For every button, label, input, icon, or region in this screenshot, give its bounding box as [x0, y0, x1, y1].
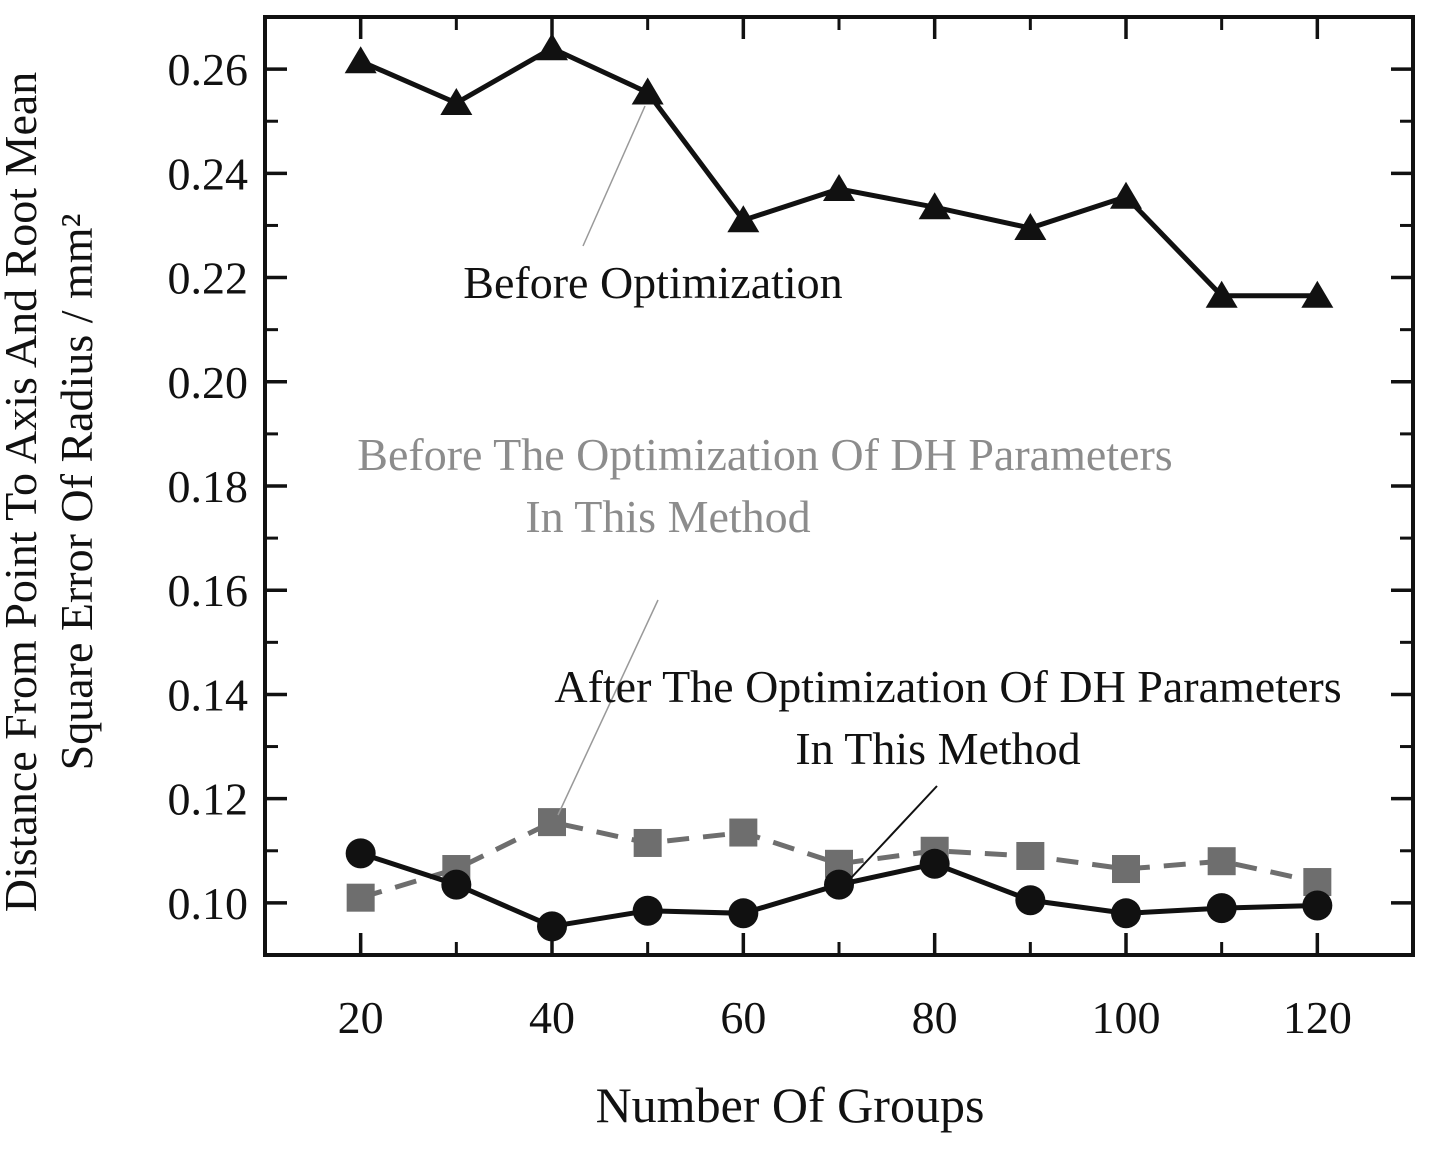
y-tick-label: 0.22	[168, 253, 249, 304]
leader-line-before-dh	[557, 599, 659, 816]
axis-tick-labels: 20 40 60 80 100 120 0.10 0.12 0.14 0.16 0.18 0.20 0.…	[168, 44, 1352, 1043]
y-axis-title-line1: Distance From Point To Axis And Root Mea…	[0, 72, 46, 913]
annotation-after-dh-line1: After The Optimization Of DH Parameters	[554, 661, 1341, 712]
marker-square	[1016, 841, 1045, 870]
x-tick-label: 60	[720, 992, 766, 1043]
marker-triangle	[536, 33, 568, 61]
marker-triangle	[727, 205, 760, 233]
y-tick-label: 0.10	[168, 878, 249, 929]
marker-triangle	[344, 46, 377, 74]
y-tick-label: 0.26	[168, 44, 249, 95]
y-tick-label: 0.14	[168, 669, 249, 720]
marker-circle	[919, 848, 950, 879]
marker-triangle	[823, 173, 855, 201]
marker-circle	[632, 895, 663, 926]
y-axis-title-line2: Square Error Of Radius / mm²	[51, 214, 102, 771]
x-tick-label: 40	[529, 992, 575, 1043]
marker-square	[1207, 847, 1236, 876]
marker-square	[346, 883, 375, 912]
marker-triangle	[1205, 280, 1238, 308]
marker-circle	[824, 869, 854, 900]
y-tick-label: 0.12	[168, 774, 249, 825]
marker-circle	[1015, 885, 1046, 916]
data-series	[344, 33, 1334, 942]
marker-circle	[728, 898, 759, 929]
marker-triangle	[440, 87, 473, 115]
marker-circle	[345, 838, 376, 869]
plot-frame	[263, 15, 1415, 957]
marker-square	[538, 808, 566, 837]
x-axis-title: Number Of Groups	[596, 1077, 985, 1133]
marker-triangle	[918, 192, 951, 220]
y-tick-label: 0.16	[168, 565, 249, 616]
marker-circle	[1206, 893, 1237, 924]
marker-triangle	[1110, 181, 1142, 209]
y-tick-label: 0.20	[168, 357, 249, 408]
marker-square	[633, 828, 662, 857]
marker-triangle	[1014, 213, 1047, 241]
annotation-before-optimization: Before Optimization	[463, 257, 842, 308]
marker-triangle	[1301, 280, 1334, 308]
y-tick-label: 0.24	[168, 148, 249, 199]
marker-circle	[537, 911, 567, 942]
y-tick-label: 0.18	[168, 461, 249, 512]
leader-line-after-dh	[850, 785, 938, 879]
annotation-after-dh-line2: In This Method	[795, 723, 1080, 774]
marker-square	[1112, 855, 1140, 884]
marker-circle	[1302, 890, 1333, 921]
marker-square	[729, 818, 758, 847]
x-tick-label: 80	[912, 992, 958, 1043]
marker-circle	[1111, 898, 1141, 929]
marker-triangle	[631, 77, 664, 105]
x-tick-label: 120	[1283, 992, 1352, 1043]
axis-ticks	[265, 17, 1413, 955]
leader-line-before-opt	[582, 105, 646, 247]
x-tick-label: 20	[338, 992, 384, 1043]
marker-circle	[441, 869, 472, 900]
annotation-before-dh-line1: Before The Optimization Of DH Parameters	[357, 429, 1172, 480]
annotation-before-dh-line2: In This Method	[525, 491, 810, 542]
x-tick-label: 100	[1092, 992, 1161, 1043]
